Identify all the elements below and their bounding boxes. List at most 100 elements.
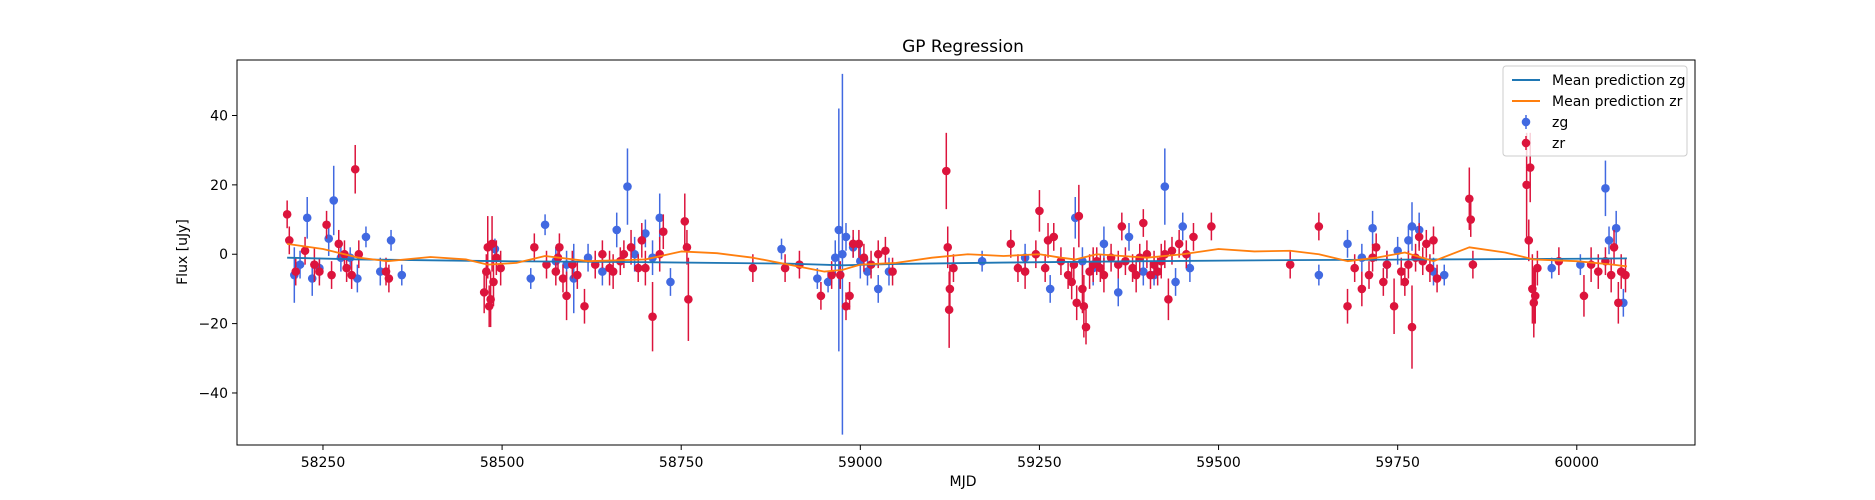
data-point — [492, 253, 501, 263]
data-point — [1343, 239, 1352, 249]
data-point — [315, 267, 324, 276]
x-tick-label: 58500 — [480, 455, 525, 471]
chart-title: GP Regression — [902, 37, 1024, 57]
data-point — [1160, 182, 1170, 191]
data-point — [780, 263, 790, 273]
data-point — [1139, 267, 1148, 276]
data-point — [949, 263, 958, 273]
data-point — [830, 253, 840, 263]
data-point — [1096, 263, 1105, 273]
legend: Mean prediction zg Mean prediction zr zg zr — [1502, 65, 1688, 157]
data-point — [658, 227, 668, 236]
data-point — [1606, 270, 1616, 280]
data-point — [322, 220, 331, 230]
data-point — [1404, 236, 1413, 245]
series-line-mean-prediction-zr — [287, 242, 1628, 273]
data-point — [888, 267, 897, 276]
y-tick-label: −40 — [198, 386, 228, 402]
data-point — [282, 210, 292, 219]
data-point — [1074, 211, 1084, 221]
data-point — [540, 220, 550, 230]
data-point — [573, 270, 582, 280]
data-point — [361, 232, 371, 242]
data-point — [1117, 222, 1127, 231]
data-point — [1153, 267, 1162, 276]
data-point — [1371, 242, 1381, 252]
data-point — [1040, 263, 1050, 273]
data-point — [598, 249, 607, 259]
data-point — [641, 263, 650, 273]
data-point — [682, 242, 692, 252]
data-point — [1530, 291, 1540, 301]
data-point — [1414, 232, 1424, 242]
legend-marker-swatch — [1521, 138, 1531, 148]
data-point — [941, 166, 951, 176]
data-point — [1128, 263, 1137, 273]
data-point — [641, 229, 650, 238]
data-point — [881, 246, 890, 256]
plot-area — [282, 73, 1630, 435]
data-point — [1174, 239, 1184, 249]
data-point — [1067, 277, 1076, 287]
data-point — [1020, 267, 1030, 276]
data-point — [873, 249, 883, 259]
data-point — [1078, 284, 1087, 294]
y-tick-label: 0 — [219, 247, 228, 263]
data-point — [1139, 218, 1148, 228]
data-point — [943, 242, 953, 252]
data-point — [334, 239, 344, 249]
data-point — [626, 242, 636, 252]
x-tick-label: 60000 — [1555, 455, 1600, 471]
data-point — [1379, 277, 1388, 287]
data-point — [562, 291, 571, 301]
data-point — [748, 263, 758, 273]
data-point — [291, 267, 301, 276]
data-point — [637, 236, 647, 245]
data-point — [1099, 239, 1109, 249]
x-tick-label: 59250 — [1017, 455, 1062, 471]
data-point — [1285, 260, 1295, 269]
data-point — [1006, 239, 1016, 249]
data-point — [1400, 277, 1410, 287]
data-point — [1407, 222, 1417, 231]
series-line-mean-prediction-zg — [287, 256, 1627, 267]
data-point — [1422, 239, 1431, 249]
data-point — [1601, 184, 1610, 193]
data-point — [1604, 236, 1614, 245]
data-point — [1164, 295, 1173, 304]
data-point — [655, 213, 665, 223]
data-point — [1314, 270, 1324, 280]
data-point — [482, 267, 491, 276]
data-point — [1368, 223, 1377, 233]
data-point — [1079, 301, 1089, 311]
legend-box — [1502, 65, 1688, 157]
data-point — [863, 267, 872, 276]
data-point — [619, 249, 629, 259]
legend-marker-swatch — [1521, 117, 1531, 127]
legend-label: zg — [1552, 115, 1568, 131]
data-point — [859, 253, 869, 263]
data-point — [583, 253, 593, 263]
data-point — [873, 284, 883, 294]
data-point — [666, 277, 675, 287]
y-axis-label: Flux [uJy] — [175, 219, 191, 285]
data-point — [302, 213, 312, 223]
x-tick-label: 59000 — [838, 455, 883, 471]
data-point — [479, 288, 489, 297]
data-point — [386, 236, 396, 245]
data-point — [1382, 260, 1392, 269]
data-point — [598, 267, 607, 276]
data-point — [623, 182, 632, 191]
x-axis-label: MJD — [950, 474, 977, 490]
data-point — [1439, 270, 1449, 280]
data-point — [1407, 322, 1417, 332]
data-point — [1314, 222, 1324, 231]
data-point — [835, 270, 845, 280]
data-point — [1035, 206, 1044, 216]
data-point — [1350, 263, 1359, 273]
data-point — [384, 274, 394, 283]
data-point — [1547, 263, 1557, 273]
data-point — [1189, 232, 1198, 242]
data-point — [1611, 223, 1621, 233]
data-point — [1185, 263, 1195, 273]
